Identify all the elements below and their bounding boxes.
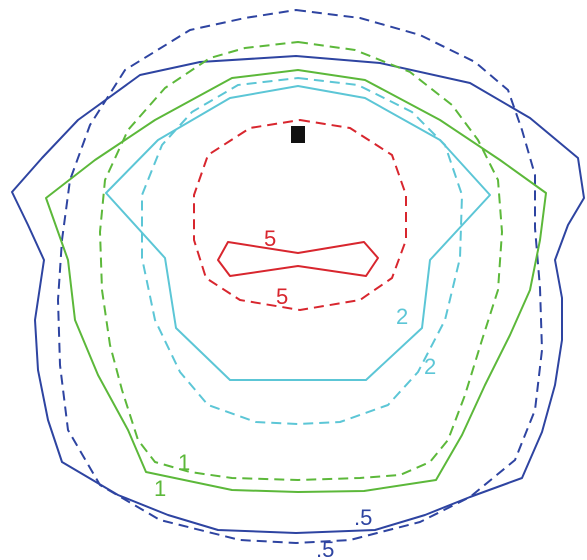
label-navy-dashed: .5 <box>316 537 334 560</box>
peak-marker <box>291 126 305 143</box>
contour-cyan-solid <box>105 85 491 381</box>
label-green-dashed: 1 <box>154 476 166 501</box>
contour-green-dashed <box>99 41 503 481</box>
label-cyan-dashed: 2 <box>424 354 436 379</box>
label-navy-solid: .5 <box>354 505 372 530</box>
contour-red-solid <box>217 241 379 277</box>
contour-green-solid <box>45 69 547 493</box>
label-red-solid: 5 <box>264 226 276 251</box>
label-red-dashed: 5 <box>276 284 288 309</box>
contour-navy-solid <box>11 55 585 534</box>
label-green-solid: 1 <box>178 450 190 475</box>
contour-navy-dashed <box>57 9 543 544</box>
contour-red-dashed <box>193 119 407 311</box>
contour-cyan-dashed <box>141 77 463 425</box>
label-cyan-solid: 2 <box>396 304 408 329</box>
